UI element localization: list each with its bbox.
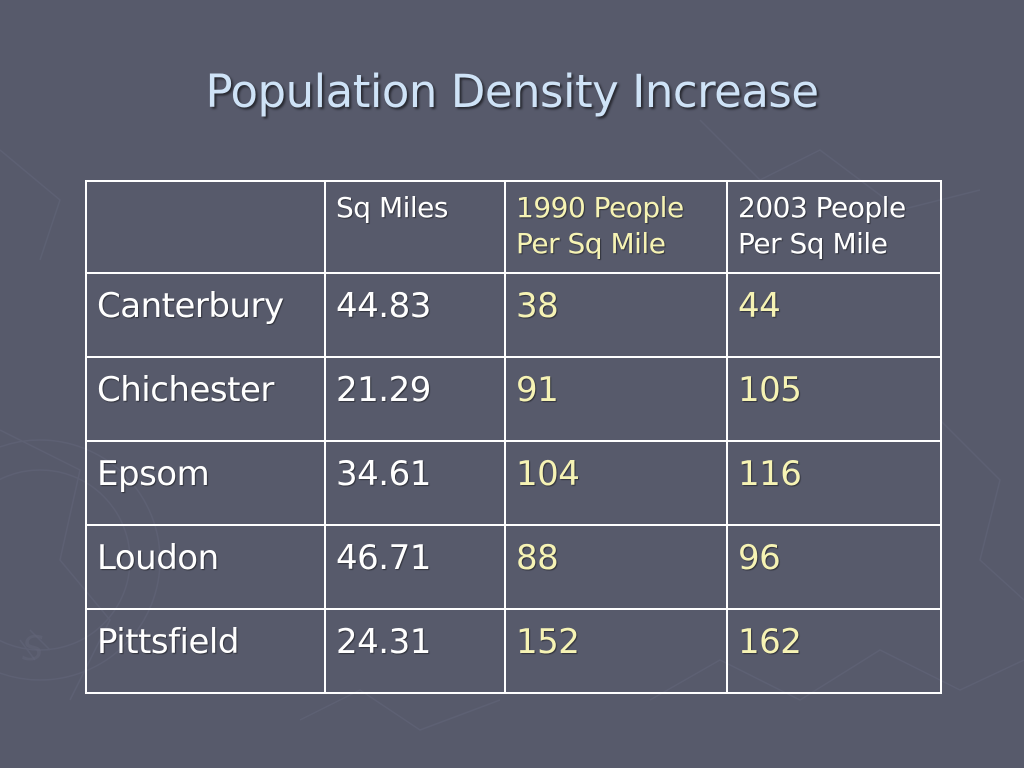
cell-density-1990: 152 [504,608,728,694]
svg-text:S: S [22,629,44,669]
table-row: Epsom 34.61 104 116 [85,440,942,526]
header-cell-density-2003: 2003 People Per Sq Mile [726,180,942,274]
table-header-row: Sq Miles 1990 People Per Sq Mile 2003 Pe… [85,180,942,274]
cell-density-2003: 162 [726,608,942,694]
cell-density-2003: 44 [726,272,942,358]
header-cell-sq-miles: Sq Miles [324,180,506,274]
cell-density-2003: 105 [726,356,942,442]
cell-town: Epsom [85,440,326,526]
cell-sq-miles: 34.61 [324,440,506,526]
table-row: Pittsfield 24.31 152 162 [85,608,942,694]
cell-town: Canterbury [85,272,326,358]
cell-density-1990: 38 [504,272,728,358]
cell-sq-miles: 21.29 [324,356,506,442]
cell-density-2003: 116 [726,440,942,526]
cell-town: Loudon [85,524,326,610]
table-row: Loudon 46.71 88 96 [85,524,942,610]
slide-title: Population Density Increase [205,65,819,118]
population-density-table: Sq Miles 1990 People Per Sq Mile 2003 Pe… [85,180,942,694]
cell-town: Pittsfield [85,608,326,694]
cell-density-1990: 104 [504,440,728,526]
table-row: Chichester 21.29 91 105 [85,356,942,442]
header-cell-density-1990: 1990 People Per Sq Mile [504,180,728,274]
cell-town: Chichester [85,356,326,442]
cell-density-2003: 96 [726,524,942,610]
cell-sq-miles: 24.31 [324,608,506,694]
cell-density-1990: 91 [504,356,728,442]
header-cell-town [85,180,326,274]
table-row: Canterbury 44.83 38 44 [85,272,942,358]
cell-sq-miles: 44.83 [324,272,506,358]
cell-sq-miles: 46.71 [324,524,506,610]
cell-density-1990: 88 [504,524,728,610]
